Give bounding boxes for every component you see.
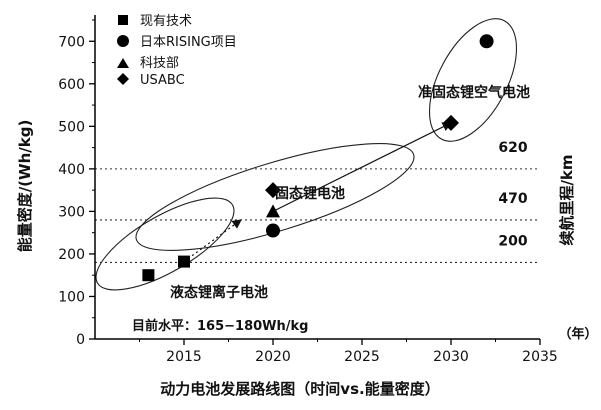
y-axis-title: 能量密度/(Wh/kg) [16,120,34,253]
x-tick-label-0: 2015 [166,349,202,365]
data-point-triangle-0 [266,204,280,218]
range-label-0: 200 [498,233,527,249]
y-tick-label-1: 100 [58,289,85,305]
region-label-air: 准固态锂空气电池 [418,84,530,101]
y-tick-label-6: 600 [58,77,85,93]
range-label-2: 620 [498,140,527,156]
region-ellipse-solid [135,143,415,251]
data-points [142,34,494,282]
trend-arrows [183,122,453,263]
data-point-diamond-0 [265,182,281,199]
legend-label-4: USABC [140,73,185,88]
trend-arrow-1 [272,122,453,212]
data-point-square-1 [178,255,190,268]
x-tick-label-2: 2025 [344,349,380,365]
legend-circle-marker [117,35,129,47]
y-tick-label-7: 700 [58,34,85,50]
y-tick-label-4: 400 [58,162,85,178]
legend-diamond-marker [117,73,129,85]
y-tick-label-0: 0 [76,332,85,348]
legend-label-1: 现有技术 [140,14,192,29]
region-label-liquid: 液态锂离子电池 [170,284,268,301]
axes: 0 100 200 300 400 500 600 700 2015 2020 2025 2030 20… [58,15,558,365]
x-axis-title: 动力电池发展路线图（时间vs.能量密度） [160,380,439,398]
legend: 现有技术 日本RISING项目 科技部 USABC [117,14,237,88]
x-tick-label-1: 2020 [255,349,291,365]
x-tick-label-4: 2035 [522,349,558,365]
data-point-circle-1 [479,34,494,49]
data-point-square-0 [142,269,155,282]
x-tick-label-3: 2030 [433,349,469,365]
trend-arrow-0 [183,219,242,263]
legend-square-marker [118,15,128,25]
range-label-1: 470 [498,191,527,207]
y-tick-label-3: 300 [58,204,85,220]
reference-lines: 200 470 620 [95,140,540,263]
region-label-solid: 固态锂电池 [275,185,345,202]
legend-label-2: 日本RISING项目 [140,35,237,50]
y-tick-label-5: 500 [58,119,85,135]
x-axis-unit: （年） [558,326,597,342]
y-tick-label-2: 200 [58,247,85,263]
data-point-diamond-1 [443,114,459,131]
legend-label-3: 科技部 [140,56,179,71]
right-axis-title: 续航里程/km [558,154,576,245]
current-level-annotation: 目前水平：165−180Wh/kg [132,318,308,334]
region-ellipse-air [428,18,518,142]
legend-triangle-marker [117,58,129,68]
data-point-circle-0 [266,223,280,238]
